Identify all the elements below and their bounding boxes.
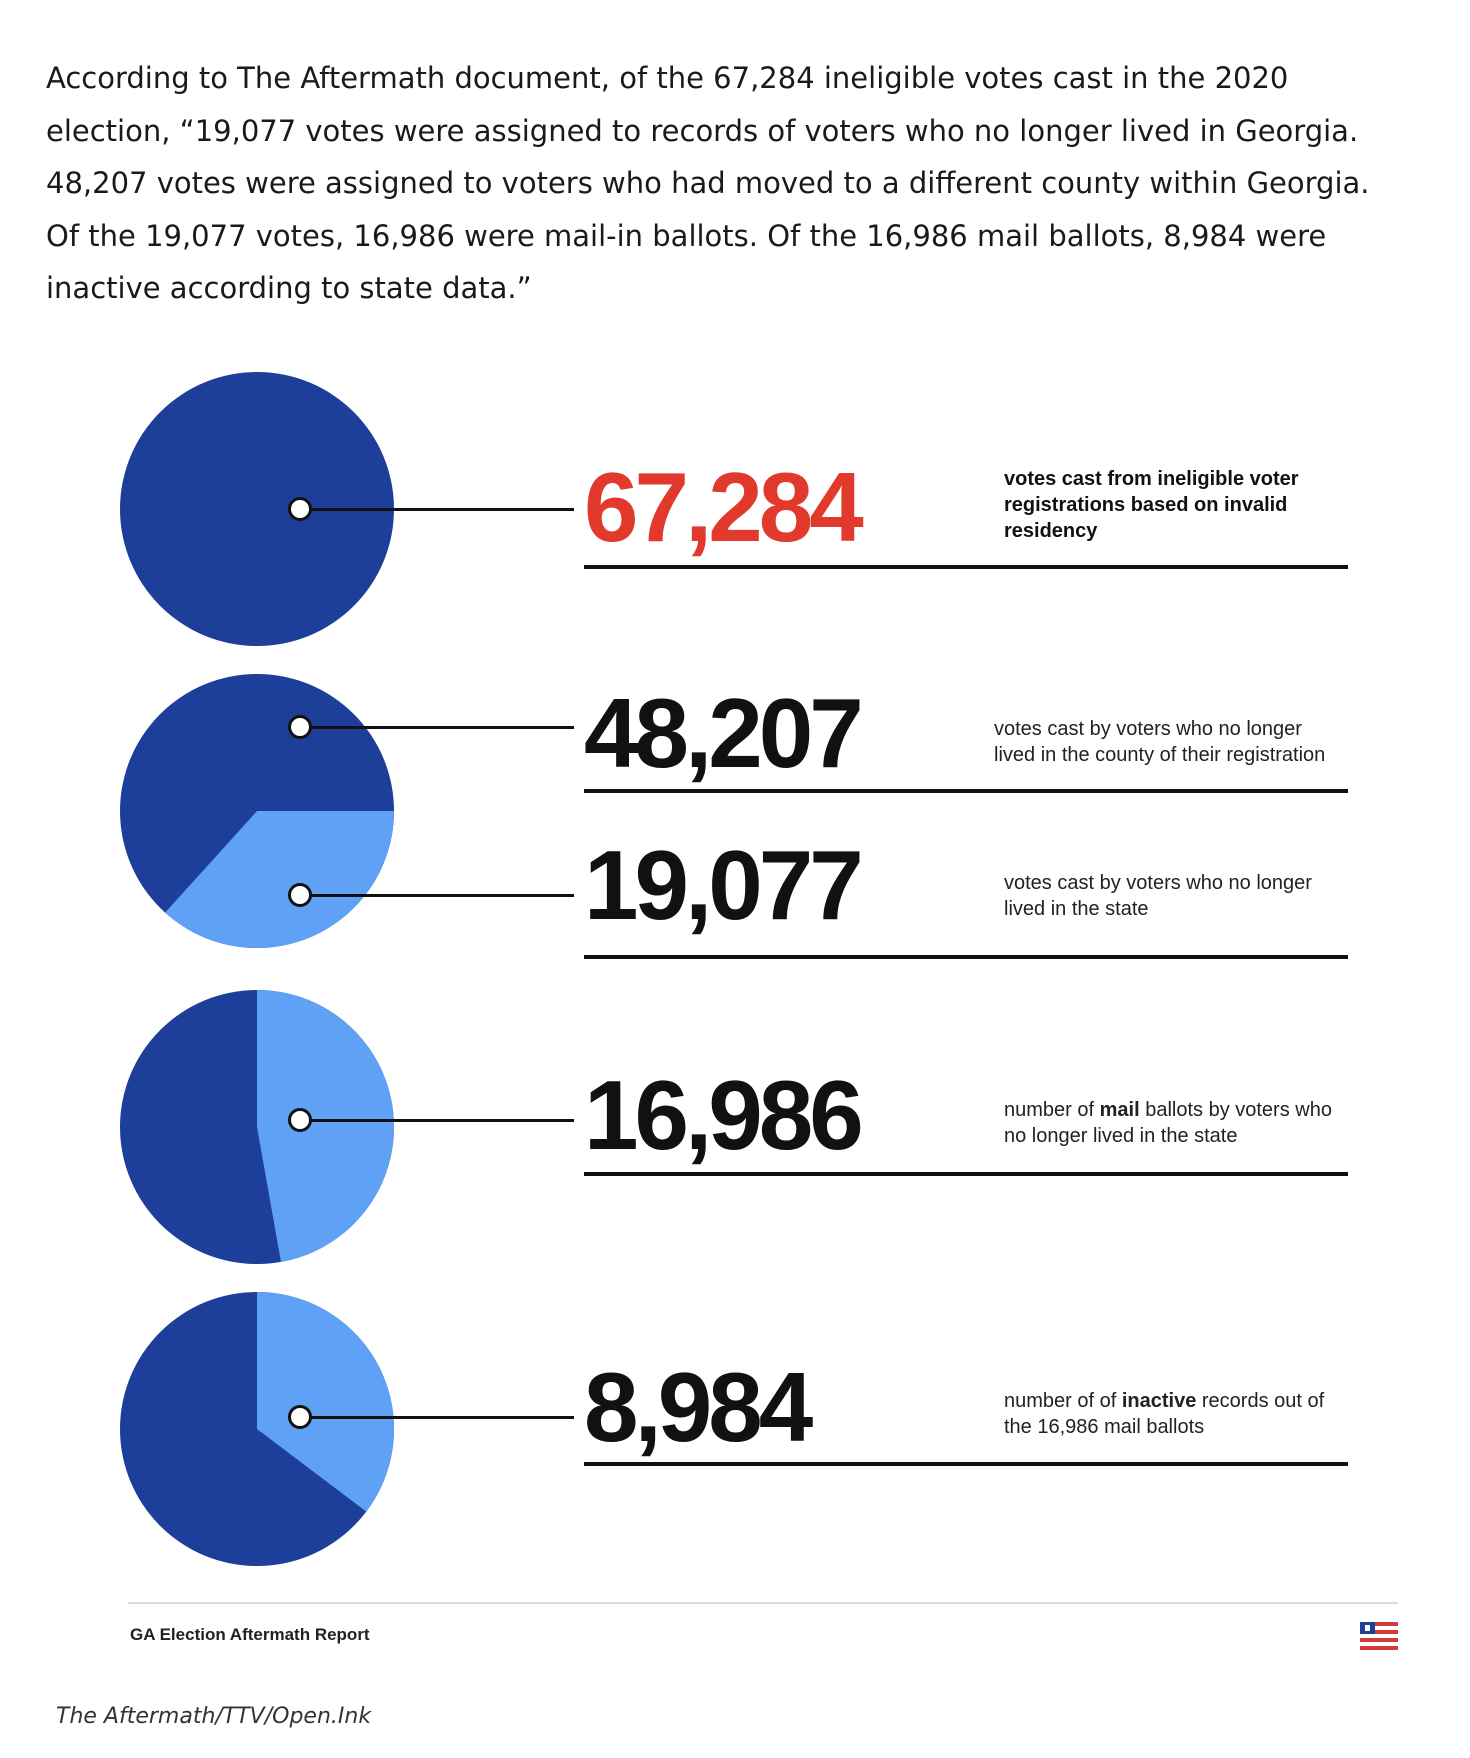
pie-svg bbox=[120, 1292, 394, 1566]
figure-value-moved-state: 19,077 bbox=[584, 830, 864, 940]
pie-svg bbox=[120, 674, 394, 948]
desc-text: number of bbox=[1004, 1099, 1100, 1121]
desc-text: ballots by voters who no longer lived in… bbox=[1004, 1099, 1332, 1147]
pointer-dot bbox=[288, 1405, 312, 1429]
desc-text: number of of bbox=[1004, 1390, 1122, 1412]
pie-slice-light bbox=[257, 1292, 394, 1512]
pie-chart-county-vs-state bbox=[120, 674, 394, 948]
intro-paragraph: According to The Aftermath document, of … bbox=[46, 52, 1446, 315]
figure-desc-moved-state: votes cast by voters who no longer lived… bbox=[1004, 872, 1312, 920]
pointer-dot bbox=[288, 715, 312, 739]
figure-desc-mail-ballots: number of mail ballots by voters who no … bbox=[1004, 1097, 1349, 1149]
intro-line: inactive according to state data.” bbox=[46, 271, 532, 305]
intro-line: According to The Aftermath document, of … bbox=[46, 61, 1289, 95]
figure-value-moved-county: 48,207 bbox=[584, 678, 864, 788]
report-label: GA Election Aftermath Report bbox=[130, 1625, 370, 1644]
pie-svg bbox=[120, 372, 394, 646]
figure-rule bbox=[584, 1462, 1348, 1466]
image-credit: The Aftermath/TTV/Open.Ink bbox=[56, 1704, 372, 1729]
figure-desc-inactive-records: number of of inactive records out of the… bbox=[1004, 1388, 1349, 1440]
desc-text: records out of the 16,986 mail ballots bbox=[1004, 1390, 1325, 1438]
figure-rule bbox=[584, 1172, 1348, 1176]
leader-line bbox=[300, 726, 574, 729]
figure-desc-ineligible-total: votes cast from ineligible voter registr… bbox=[1004, 468, 1299, 542]
figure-desc-moved-county: votes cast by voters who no longer lived… bbox=[994, 718, 1326, 766]
pie-chart-inactive-records bbox=[120, 1292, 394, 1566]
pie-slice-dark bbox=[120, 372, 394, 646]
figure-rule bbox=[584, 955, 1348, 959]
pie-slice-light bbox=[165, 811, 394, 948]
pointer-dot bbox=[288, 497, 312, 521]
footer-divider bbox=[128, 1602, 1398, 1604]
figure-value-mail-ballots: 16,986 bbox=[584, 1060, 864, 1170]
intro-line: election, “19,077 votes were assigned to… bbox=[46, 113, 1359, 148]
pie-chart-total bbox=[120, 372, 394, 646]
pie-chart-mail-ballots bbox=[120, 990, 394, 1264]
figure-rule bbox=[584, 565, 1348, 569]
us-flag-icon bbox=[1360, 1622, 1398, 1650]
figure-value-inactive-records: 8,984 bbox=[584, 1352, 813, 1462]
intro-line: Of the 19,077 votes, 16,986 were mail-in… bbox=[46, 218, 1327, 253]
leader-line bbox=[300, 1416, 574, 1419]
leader-line bbox=[300, 508, 574, 511]
figure-rule bbox=[584, 789, 1348, 793]
desc-emphasis: inactive bbox=[1121, 1390, 1197, 1412]
intro-line: 48,207 votes were assigned to voters who… bbox=[46, 166, 1370, 200]
pointer-dot bbox=[288, 883, 312, 907]
leader-line bbox=[300, 894, 574, 897]
desc-emphasis: mail bbox=[1099, 1099, 1140, 1121]
pointer-dot bbox=[288, 1108, 312, 1132]
pie-slice-light bbox=[257, 990, 394, 1262]
pie-svg bbox=[120, 990, 394, 1264]
leader-line bbox=[300, 1119, 574, 1122]
figure-value-ineligible-total: 67,284 bbox=[584, 452, 864, 562]
